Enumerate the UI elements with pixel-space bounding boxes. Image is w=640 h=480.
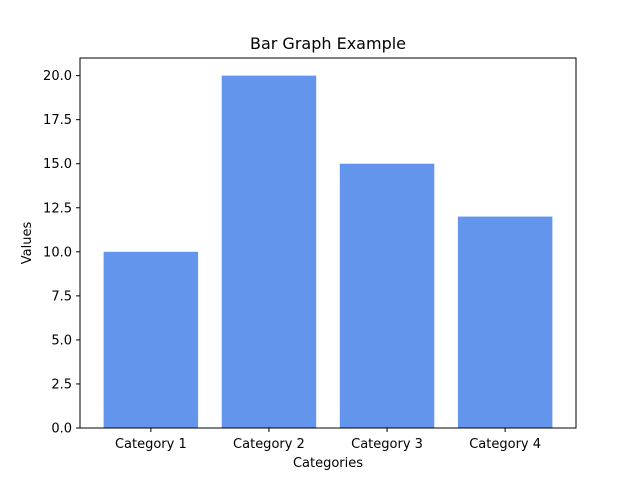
chart-title: Bar Graph Example [250, 34, 406, 53]
x-axis-title: Categories [293, 456, 363, 471]
y-tick-label: 7.5 [51, 289, 72, 304]
y-tick-label: 10.0 [43, 245, 72, 260]
bar-3 [339, 163, 435, 428]
x-tick-label: Category 2 [233, 437, 305, 452]
y-tick-label: 0.0 [51, 422, 72, 437]
bar-2 [221, 75, 317, 428]
bar-1 [103, 251, 199, 428]
y-tick-label: 5.0 [51, 333, 72, 348]
y-tick-label: 20.0 [43, 69, 72, 84]
x-tick-label: Category 1 [115, 437, 187, 452]
x-axis-ticks: Category 1 Category 2 Category 3 Category 4 [115, 428, 541, 452]
x-tick-label: Category 4 [469, 437, 541, 452]
y-tick-label: 15.0 [43, 157, 72, 172]
y-axis-title: Values [20, 222, 35, 265]
bar-4 [457, 216, 553, 428]
x-tick-label: Category 3 [351, 437, 423, 452]
y-tick-label: 2.5 [51, 377, 72, 392]
y-tick-label: 17.5 [43, 113, 72, 128]
bars-group [103, 75, 553, 428]
y-axis-ticks: 0.0 2.5 5.0 7.5 10.0 12.5 15.0 17.5 20.0 [43, 69, 80, 437]
plot-area-frame [79, 57, 577, 429]
y-tick-label: 12.5 [43, 201, 72, 216]
